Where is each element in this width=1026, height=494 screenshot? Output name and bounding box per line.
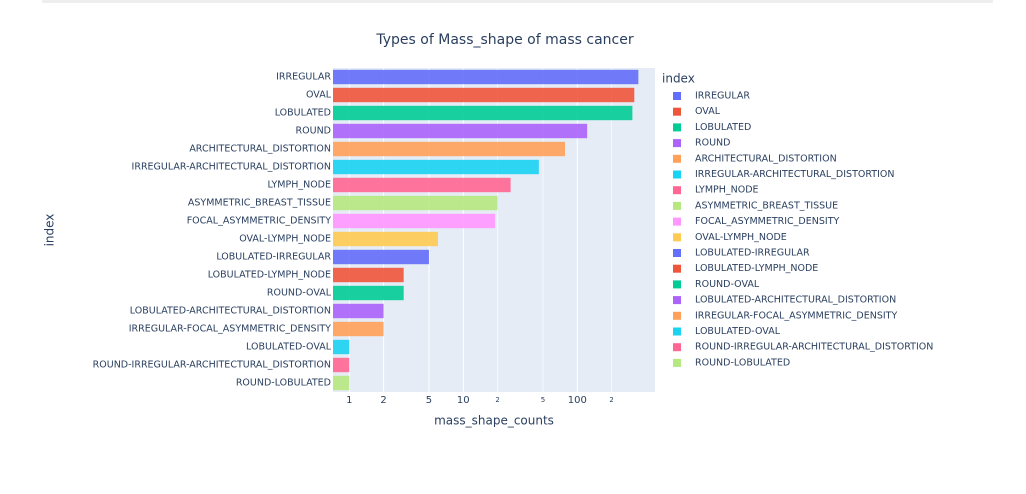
- legend-label: ARCHITECTURAL_DISTORTION: [695, 153, 837, 164]
- y-tick-label: LOBULATED-ARCHITECTURAL_DISTORTION: [130, 306, 331, 317]
- bar: [333, 321, 384, 337]
- y-tick-label: OVAL-LYMPH_NODE: [239, 234, 331, 245]
- x-tick-label: 5: [541, 396, 545, 404]
- legend-label: ROUND-LOBULATED: [695, 357, 790, 368]
- legend-swatch: [673, 358, 681, 367]
- legend-swatch: [673, 280, 681, 289]
- legend-swatch: [673, 296, 681, 305]
- y-tick-label: ROUND: [296, 126, 331, 137]
- x-tick-label: 10: [457, 395, 470, 406]
- bar: [333, 231, 438, 247]
- bar: [333, 339, 350, 355]
- y-tick-label: IRREGULAR-ARCHITECTURAL_DISTORTION: [132, 162, 331, 173]
- legend-label: OVAL: [695, 106, 721, 117]
- bar: [333, 69, 639, 85]
- legend-label: OVAL-LYMPH_NODE: [695, 232, 787, 243]
- legend-swatch: [673, 92, 681, 100]
- bar: [333, 195, 498, 211]
- x-axis-title: mass_shape_counts: [434, 414, 554, 428]
- chart-title: Types of Mass_shape of mass cancer: [375, 32, 633, 48]
- legend-swatch: [673, 123, 681, 132]
- x-tick-label: 2: [495, 396, 499, 404]
- legend-label: IRREGULAR-FOCAL_ASYMMETRIC_DENSITY: [695, 310, 897, 321]
- legend-label: ROUND: [695, 138, 730, 149]
- y-tick-label: ROUND-OVAL: [267, 288, 332, 299]
- y-tick-label: LOBULATED-LYMPH_NODE: [208, 270, 331, 281]
- bar: [333, 141, 566, 157]
- bar: [333, 213, 496, 229]
- y-axis-title: index: [43, 214, 57, 247]
- legend-label: LOBULATED: [695, 122, 751, 133]
- legend-label: LOBULATED-LYMPH_NODE: [695, 263, 818, 274]
- bar: [333, 177, 511, 193]
- legend-label: LOBULATED-ARCHITECTURAL_DISTORTION: [695, 295, 896, 306]
- legend-swatch: [673, 311, 681, 320]
- bar: [333, 87, 635, 103]
- plot-area: [333, 68, 655, 392]
- legend-swatch: [673, 154, 681, 163]
- legend-title: index: [662, 72, 695, 86]
- legend-swatch: [673, 201, 681, 210]
- bar: [333, 105, 633, 121]
- legend-swatch: [673, 233, 681, 242]
- legend-label: LYMPH_NODE: [695, 185, 759, 196]
- bar: [333, 375, 350, 391]
- y-tick-label: ROUND-IRREGULAR-ARCHITECTURAL_DISTORTION: [93, 360, 331, 371]
- bar: [333, 249, 429, 265]
- bar: [333, 285, 404, 301]
- legend-label: ROUND-OVAL: [695, 279, 760, 290]
- legend-swatch: [673, 107, 681, 116]
- bar: [333, 267, 404, 283]
- legend-label: LOBULATED-IRREGULAR: [695, 248, 810, 259]
- y-tick-label: LYMPH_NODE: [267, 180, 331, 191]
- y-tick-label: ASYMMETRIC_BREAST_TISSUE: [188, 198, 331, 209]
- legend-swatch: [673, 170, 681, 179]
- legend-swatch: [673, 264, 681, 273]
- y-tick-label: OVAL: [306, 90, 332, 101]
- legend-swatch: [673, 327, 681, 336]
- x-tick-label: 5: [426, 395, 432, 406]
- bar: [333, 357, 350, 373]
- y-tick-label: LOBULATED-IRREGULAR: [216, 252, 331, 263]
- y-tick-label: LOBULATED: [275, 108, 331, 119]
- y-tick-label: FOCAL_ASYMMETRIC_DENSITY: [187, 216, 331, 227]
- bar: [333, 303, 384, 319]
- legend-swatch: [673, 217, 681, 226]
- legend-label: IRREGULAR: [695, 91, 750, 102]
- bar: [333, 159, 539, 175]
- legend-label: ASYMMETRIC_BREAST_TISSUE: [695, 200, 838, 211]
- top-bar: [42, 0, 993, 3]
- y-tick-label: ROUND-LOBULATED: [236, 378, 331, 389]
- legend-swatch: [673, 343, 681, 352]
- legend-swatch: [673, 139, 681, 148]
- legend-label: LOBULATED-OVAL: [695, 326, 781, 337]
- legend-label: ROUND-IRREGULAR-ARCHITECTURAL_DISTORTION: [695, 342, 933, 353]
- y-tick-label: LOBULATED-OVAL: [246, 342, 332, 353]
- legend-label: IRREGULAR-ARCHITECTURAL_DISTORTION: [695, 169, 894, 180]
- legend-swatch: [673, 186, 681, 195]
- y-tick-label: IRREGULAR-FOCAL_ASYMMETRIC_DENSITY: [129, 324, 331, 335]
- bar: [333, 123, 588, 139]
- x-tick-label: 1: [346, 395, 352, 406]
- x-tick-label: 2: [609, 396, 613, 404]
- y-tick-label: ARCHITECTURAL_DISTORTION: [189, 144, 331, 155]
- x-tick-label: 2: [380, 395, 386, 406]
- legend-swatch: [673, 249, 681, 257]
- legend-label: FOCAL_ASYMMETRIC_DENSITY: [695, 216, 839, 227]
- x-tick-label: 100: [568, 395, 587, 406]
- y-tick-label: IRREGULAR: [276, 72, 331, 83]
